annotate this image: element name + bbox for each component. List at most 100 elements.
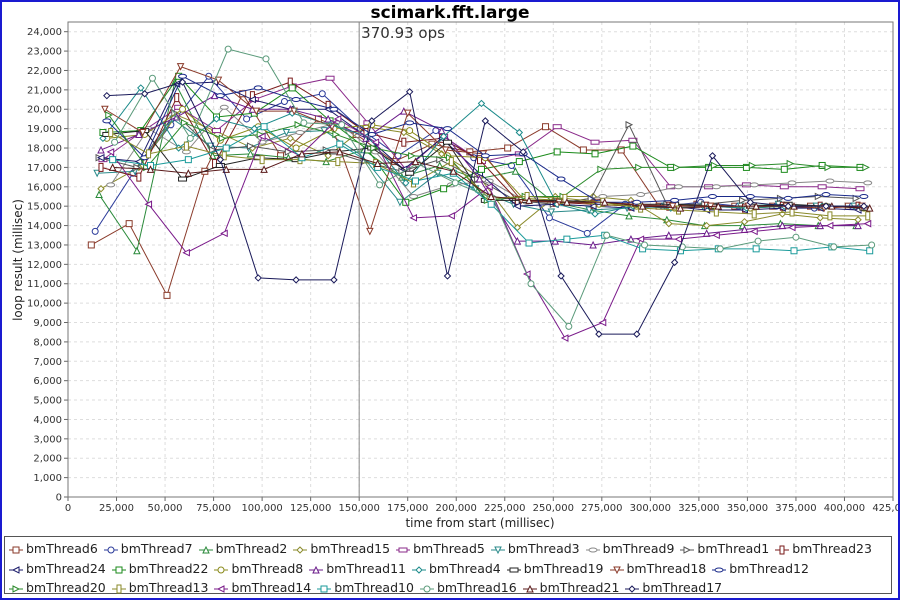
y-tick-label: 15,000 xyxy=(27,202,62,213)
y-tick-label: 22,000 xyxy=(27,66,62,77)
data-point xyxy=(477,99,486,108)
marker-icon xyxy=(12,585,21,593)
data-point xyxy=(277,152,285,160)
legend-item[interactable]: bmThread6 xyxy=(9,539,98,559)
data-point xyxy=(146,149,152,159)
marker-icon xyxy=(423,585,431,593)
data-point xyxy=(106,182,116,188)
legend-item[interactable]: bmThread18 xyxy=(609,559,706,579)
data-point xyxy=(790,247,798,255)
data-point xyxy=(140,90,149,98)
data-point xyxy=(553,148,561,156)
legend-item[interactable]: bmThread10 xyxy=(317,578,414,598)
data-point xyxy=(260,123,268,131)
y-tick-label: 20,000 xyxy=(27,105,62,116)
legend-item[interactable]: bmThread22 xyxy=(111,559,208,579)
legend-item[interactable]: bmThread16 xyxy=(419,578,517,598)
data-point xyxy=(451,179,459,187)
marker-icon xyxy=(494,546,502,555)
y-tick-label: 3,000 xyxy=(33,434,62,445)
marker-icon xyxy=(107,546,115,554)
data-point xyxy=(749,182,759,188)
data-point xyxy=(716,245,724,253)
data-point xyxy=(504,144,512,152)
data-point xyxy=(330,276,338,284)
data-point xyxy=(485,182,493,191)
legend-item[interactable]: bmThread17 xyxy=(625,578,722,598)
marker-icon xyxy=(320,585,328,593)
data-point xyxy=(324,114,332,123)
y-tick-label: 12,000 xyxy=(27,260,62,271)
data-point xyxy=(825,221,834,230)
legend-item[interactable]: bmThread3 xyxy=(490,539,580,559)
marker-icon xyxy=(116,584,122,594)
marker-icon xyxy=(628,585,637,593)
data-point xyxy=(748,161,757,170)
legend-item[interactable]: bmThread5 xyxy=(396,539,485,559)
data-point xyxy=(583,229,591,237)
y-tick-label: 10,000 xyxy=(27,299,62,310)
data-point xyxy=(335,157,341,167)
data-point xyxy=(300,119,308,127)
legend-item[interactable]: bmThread4 xyxy=(411,559,501,579)
data-point xyxy=(676,204,685,212)
legend-marker-icon xyxy=(775,545,790,555)
legend-item[interactable]: bmThread2 xyxy=(198,539,287,559)
y-tick-label: 17,000 xyxy=(27,163,62,174)
data-point xyxy=(665,219,673,228)
legend-label: bmThread6 xyxy=(26,541,98,556)
data-point xyxy=(597,165,605,174)
data-point xyxy=(216,155,225,164)
data-point xyxy=(821,192,831,198)
legend-item[interactable]: bmThread24 xyxy=(9,559,106,579)
data-point xyxy=(144,200,153,209)
data-point xyxy=(178,176,188,182)
legend-item[interactable]: bmThread19 xyxy=(506,559,604,579)
data-point xyxy=(186,134,194,142)
legend-label: bmThread9 xyxy=(602,541,675,556)
data-point xyxy=(557,272,565,280)
data-point xyxy=(710,161,719,170)
legend-item[interactable]: bmThread13 xyxy=(111,578,208,598)
data-point xyxy=(636,192,646,198)
marker-icon xyxy=(12,546,20,554)
data-point xyxy=(409,214,418,222)
data-point xyxy=(629,142,637,150)
plot-area xyxy=(68,22,893,497)
legend-item[interactable]: bmThread11 xyxy=(309,559,406,579)
legend-item[interactable]: bmThread15 xyxy=(293,539,390,559)
data-point xyxy=(779,184,789,190)
legend-item[interactable]: bmThread23 xyxy=(775,539,872,559)
data-point xyxy=(787,180,797,186)
data-point xyxy=(752,202,760,210)
legend-item[interactable]: bmThread9 xyxy=(585,539,675,559)
data-point xyxy=(214,76,223,85)
data-point xyxy=(98,162,104,172)
x-tick-label: 375,000 xyxy=(775,503,816,514)
plot-border xyxy=(67,21,894,498)
data-point xyxy=(487,192,495,200)
legend-item[interactable]: bmThread8 xyxy=(214,559,303,579)
data-point xyxy=(396,198,404,207)
data-point xyxy=(332,130,341,139)
data-point xyxy=(589,240,597,249)
data-point xyxy=(739,196,747,205)
legend-item[interactable]: bmThread14 xyxy=(214,578,311,598)
legend-item[interactable]: bmThread7 xyxy=(103,539,193,559)
legend-item[interactable]: bmThread1 xyxy=(680,539,769,559)
legend-item[interactable]: bmThread12 xyxy=(712,559,809,579)
data-point xyxy=(816,214,824,222)
data-point xyxy=(101,105,109,114)
data-point xyxy=(408,151,416,160)
data-point xyxy=(625,120,634,129)
legend-item[interactable]: bmThread21 xyxy=(522,578,619,598)
data-point xyxy=(674,184,683,190)
legend-item[interactable]: bmThread20 xyxy=(9,578,106,598)
data-point xyxy=(405,120,415,126)
marker-icon xyxy=(312,565,321,573)
data-point xyxy=(625,211,633,220)
data-point xyxy=(325,75,335,81)
data-point xyxy=(443,272,452,280)
legend-marker-icon xyxy=(309,565,324,573)
data-point xyxy=(148,74,156,82)
